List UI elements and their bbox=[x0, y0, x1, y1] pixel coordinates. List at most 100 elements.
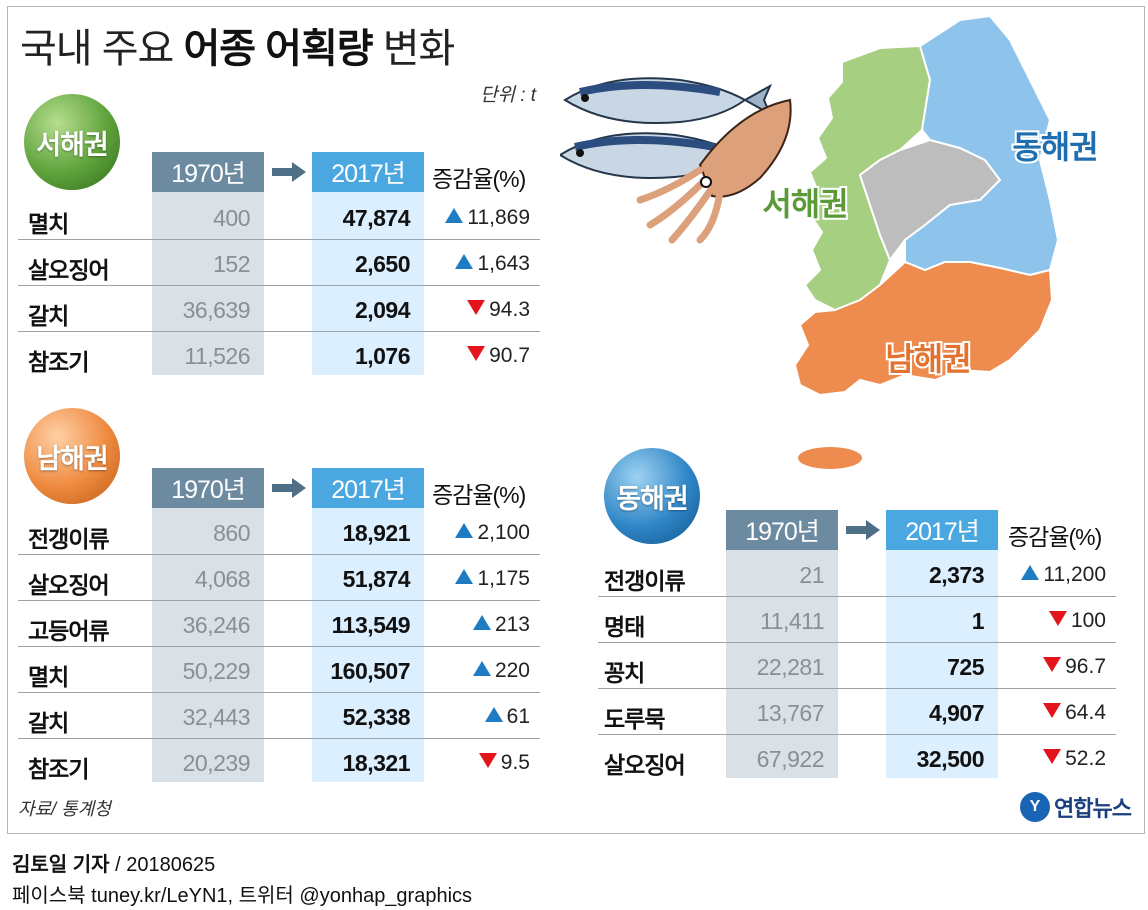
map-label-east: 동해권 bbox=[1012, 129, 1097, 165]
change-rate: 52.2 bbox=[976, 747, 1106, 771]
triangle-up-icon bbox=[472, 615, 491, 630]
mackerel-1-icon bbox=[563, 77, 773, 125]
row-separator bbox=[18, 692, 540, 693]
change-rate-value: 64.4 bbox=[1065, 701, 1106, 724]
credit-date: / 20180625 bbox=[109, 854, 216, 876]
value-1970: 36,246 bbox=[182, 612, 251, 638]
value-2017: 2,094 bbox=[354, 297, 411, 323]
value-1970: 20,239 bbox=[182, 750, 251, 776]
change-rate-value: 220 bbox=[494, 659, 530, 682]
species-name: 명태 bbox=[604, 614, 645, 640]
header-rate: 증감율(%) bbox=[432, 166, 526, 192]
arrow-right-icon bbox=[272, 478, 306, 498]
map-label-west: 서해권 bbox=[762, 186, 847, 222]
credit-sns: 페이스북 tuney.kr/LeYN1, 트위터 @yonhap_graphic… bbox=[12, 885, 473, 907]
change-rate-value: 1,175 bbox=[477, 567, 530, 590]
triangle-down-icon bbox=[1048, 611, 1067, 626]
change-rate: 1,643 bbox=[400, 252, 530, 276]
value-2017: 2,373 bbox=[928, 562, 985, 588]
species-name: 갈치 bbox=[28, 710, 69, 736]
value-2017: 52,338 bbox=[342, 704, 411, 730]
credit-author: 김토일 기자 / 20180625 bbox=[12, 848, 215, 877]
arrow-right-icon bbox=[846, 520, 880, 540]
map-label-south: 남해권 bbox=[885, 341, 970, 377]
value-2017: 32,500 bbox=[916, 746, 985, 772]
value-1970: 36,639 bbox=[182, 297, 251, 323]
change-rate-value: 52.2 bbox=[1065, 747, 1106, 770]
value-1970: 4,068 bbox=[194, 566, 251, 592]
row-separator bbox=[598, 596, 1116, 597]
change-rate: 94.3 bbox=[400, 298, 530, 322]
korea-map: 동해권 서해권 남해권 bbox=[560, 14, 1101, 469]
species-name: 살오징어 bbox=[604, 752, 686, 778]
change-rate-value: 94.3 bbox=[489, 298, 530, 321]
mackerel-2-icon bbox=[560, 132, 768, 180]
value-2017: 18,921 bbox=[342, 520, 411, 546]
source-note: 자료/ 통계청 bbox=[18, 799, 111, 819]
header-1970: 1970년 bbox=[152, 152, 264, 192]
species-name: 도루묵 bbox=[604, 706, 665, 732]
change-rate: 213 bbox=[400, 613, 530, 637]
species-name: 고등어류 bbox=[28, 618, 110, 644]
header-2017: 2017년 bbox=[312, 468, 424, 508]
value-1970: 400 bbox=[213, 205, 250, 231]
value-1970: 50,229 bbox=[182, 658, 251, 684]
triangle-down-icon bbox=[1043, 657, 1062, 672]
value-2017: 1,076 bbox=[354, 343, 411, 369]
triangle-down-icon bbox=[1043, 703, 1062, 718]
col-2017-background bbox=[312, 468, 424, 782]
change-rate-value: 9.5 bbox=[500, 751, 530, 774]
triangle-up-icon bbox=[455, 569, 474, 584]
unit-label: 단위 : t bbox=[480, 85, 537, 106]
species-name: 참조기 bbox=[28, 349, 89, 375]
change-rate-value: 100 bbox=[1070, 609, 1106, 632]
value-1970: 21 bbox=[799, 562, 824, 588]
change-rate-value: 213 bbox=[494, 613, 530, 636]
title-bold: 어종 어획량 bbox=[183, 27, 373, 71]
yonhap-logo-text: 연합뉴스 bbox=[1054, 796, 1132, 821]
value-1970: 13,767 bbox=[756, 700, 825, 726]
header-1970: 1970년 bbox=[152, 468, 264, 508]
change-rate-value: 2,100 bbox=[477, 521, 530, 544]
value-2017: 51,874 bbox=[342, 566, 411, 592]
species-name: 꽁치 bbox=[604, 660, 645, 686]
col-2017-background bbox=[886, 510, 998, 778]
change-rate: 220 bbox=[400, 659, 530, 683]
triangle-up-icon bbox=[1021, 565, 1040, 580]
value-2017: 160,507 bbox=[330, 658, 410, 684]
value-2017: 47,874 bbox=[342, 205, 411, 231]
row-separator bbox=[18, 646, 540, 647]
value-2017: 18,321 bbox=[342, 750, 411, 776]
row-separator bbox=[18, 554, 540, 555]
triangle-up-icon bbox=[455, 254, 474, 269]
change-rate: 9.5 bbox=[400, 751, 530, 775]
species-name: 살오징어 bbox=[28, 572, 110, 598]
triangle-down-icon bbox=[467, 346, 486, 361]
value-2017: 1 bbox=[971, 608, 985, 634]
author-name: 김토일 기자 bbox=[12, 854, 110, 876]
change-rate: 96.7 bbox=[976, 655, 1106, 679]
value-1970: 860 bbox=[213, 520, 250, 546]
species-name: 멸치 bbox=[28, 664, 69, 690]
value-2017: 2,650 bbox=[354, 251, 411, 277]
col-1970-background bbox=[152, 468, 264, 782]
triangle-down-icon bbox=[467, 300, 486, 315]
region-badge: 동해권 bbox=[604, 448, 700, 544]
change-rate-value: 11,869 bbox=[467, 206, 530, 229]
row-separator bbox=[598, 734, 1116, 735]
species-name: 전갱이류 bbox=[604, 568, 686, 594]
value-2017: 113,549 bbox=[331, 612, 411, 638]
region-badge: 남해권 bbox=[24, 408, 120, 504]
header-1970: 1970년 bbox=[726, 510, 838, 550]
value-1970: 152 bbox=[213, 251, 250, 277]
change-rate-value: 90.7 bbox=[489, 344, 530, 367]
col-1970-background bbox=[726, 510, 838, 778]
yonhap-logo-icon: Y bbox=[1020, 792, 1050, 822]
change-rate-value: 1,643 bbox=[477, 252, 530, 275]
triangle-up-icon bbox=[445, 208, 464, 223]
value-2017: 4,907 bbox=[928, 700, 985, 726]
change-rate: 100 bbox=[976, 609, 1106, 633]
map-jeju bbox=[798, 447, 862, 469]
value-1970: 11,411 bbox=[760, 608, 824, 634]
change-rate: 61 bbox=[400, 705, 530, 729]
